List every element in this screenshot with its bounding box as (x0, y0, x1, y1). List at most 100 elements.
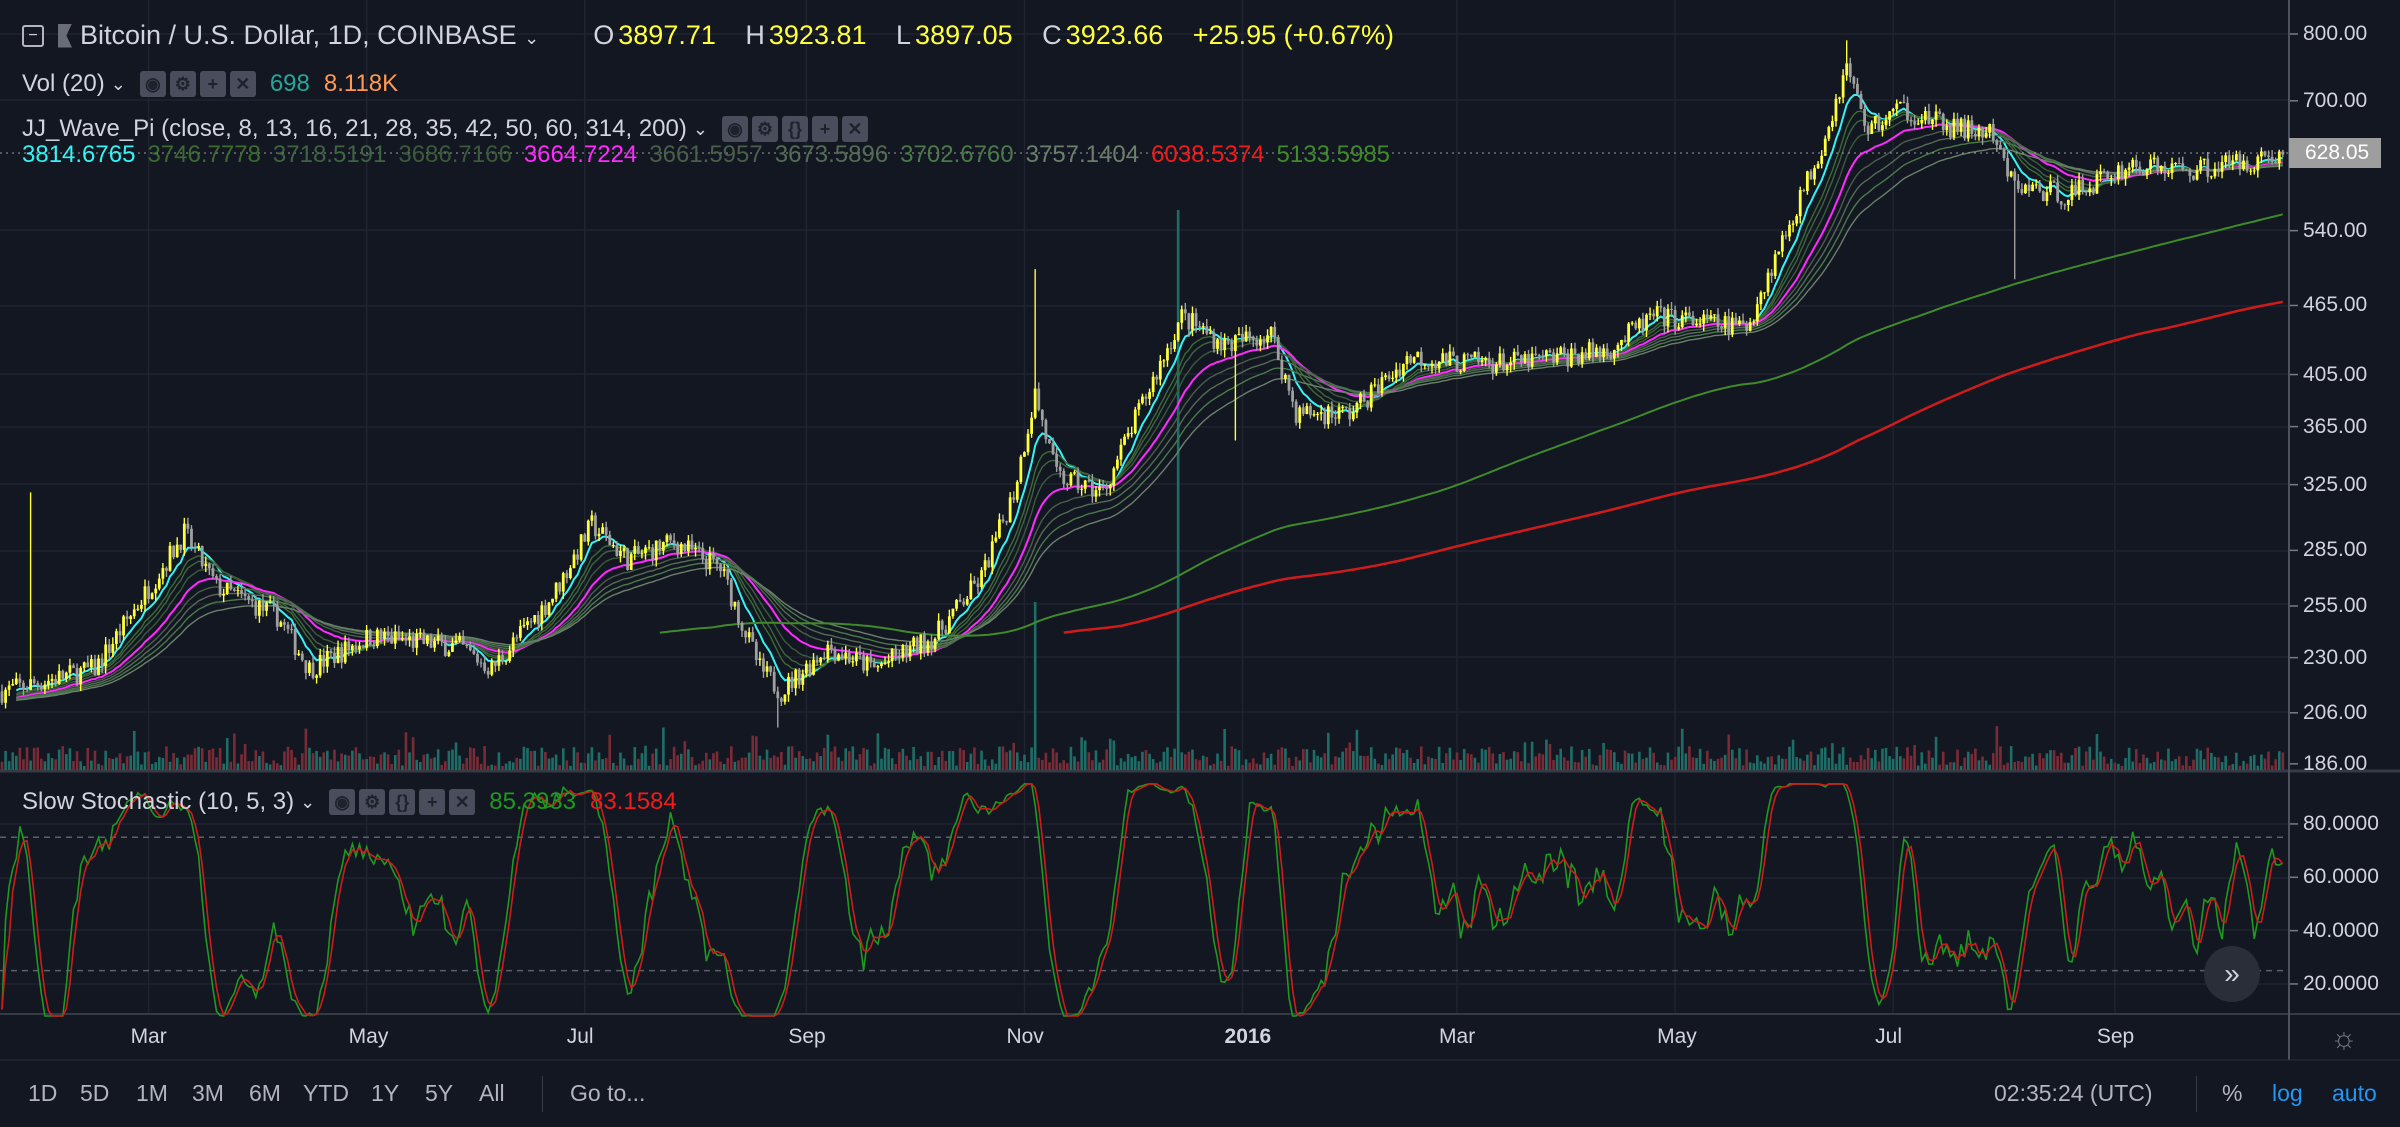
volume-bar (2067, 762, 2070, 770)
candle-body (1369, 384, 1373, 408)
eye-icon[interactable]: ◉ (329, 789, 356, 815)
volume-bar (544, 752, 547, 770)
candle-body (2256, 156, 2260, 171)
auto-toggle[interactable]: auto (2332, 1080, 2377, 1106)
volume-bar (1981, 756, 1984, 770)
chevron-down-icon[interactable]: ⌄ (110, 73, 126, 94)
volume-bar (1162, 751, 1166, 770)
flag-icon[interactable] (58, 23, 72, 48)
volume-bar (894, 764, 898, 770)
volume-bar (1677, 746, 1680, 770)
stochastic-label[interactable]: Slow Stochastic (10, 5, 3) (22, 788, 295, 815)
range-3m[interactable]: 3M (192, 1080, 224, 1106)
candle-body (1705, 314, 1709, 319)
candle-body (2167, 173, 2170, 175)
wave-indicator-label[interactable]: JJ_Wave_Pi (close, 8, 13, 16, 21, 28, 35… (22, 115, 687, 142)
eye-icon[interactable]: ◉ (721, 116, 748, 142)
volume-bar (322, 752, 326, 770)
double-chevron-right-icon: » (2224, 958, 2240, 989)
volume-label[interactable]: Vol (20) (22, 70, 105, 97)
chevron-down-icon[interactable]: ⌄ (300, 791, 316, 812)
go-to-date-button[interactable]: Go to... (570, 1080, 646, 1106)
volume-bar (1051, 748, 1055, 770)
candle-body (1348, 408, 1352, 420)
candle-body (1216, 339, 1219, 349)
volume-bar (1752, 763, 1756, 770)
candle-body (554, 582, 558, 599)
gear-icon[interactable]: ⚙ (169, 71, 196, 97)
candle-body (4, 689, 7, 703)
volume-bar (1816, 754, 1820, 770)
symbol-title[interactable]: Bitcoin / U.S. Dollar, 1D, COINBASE ⌄ (80, 20, 539, 51)
chevron-down-icon[interactable]: ⌄ (692, 118, 708, 139)
volume-bar (1427, 756, 1430, 770)
volume-bar (1731, 749, 1734, 770)
range-1y[interactable]: 1Y (371, 1080, 400, 1106)
stochastic-controls: ◉ ⚙{} + ✕ (329, 789, 476, 815)
candle-body (89, 659, 93, 668)
range-5d[interactable]: 5D (80, 1080, 110, 1106)
candle-body (1895, 103, 1899, 110)
candle-body (1484, 358, 1488, 361)
candle-body (672, 540, 676, 544)
volume-bar (1327, 732, 1330, 770)
candle-body (1820, 155, 1824, 164)
volume-bar (665, 765, 669, 770)
candle-body (2142, 171, 2145, 176)
candle-body (333, 652, 336, 663)
volume-bar (183, 757, 186, 770)
volume-bar (1452, 759, 1455, 770)
volume-bar (1698, 748, 1702, 770)
range-6m[interactable]: 6M (249, 1080, 281, 1106)
close-icon[interactable]: ✕ (229, 71, 256, 97)
range-1d[interactable]: 1D (28, 1080, 58, 1106)
candle-body (2202, 158, 2206, 161)
close-icon[interactable]: ✕ (841, 116, 868, 142)
candle-body (1148, 392, 1151, 399)
plus-icon[interactable]: + (419, 789, 446, 815)
candle-body (1023, 452, 1026, 457)
close-icon[interactable]: ✕ (449, 789, 476, 815)
stochastic-d-line (1, 783, 2284, 1017)
plus-icon[interactable]: + (811, 116, 838, 142)
candle-body (1248, 331, 1252, 337)
volume-bar (633, 747, 637, 770)
volume-bar (1788, 746, 1791, 770)
source-code-icon[interactable]: {} (389, 789, 416, 815)
volume-bar (572, 747, 576, 770)
volume-bar (2099, 751, 2102, 770)
chevron-down-icon[interactable]: ⌄ (524, 28, 540, 48)
candle-body (1019, 456, 1023, 482)
gear-icon[interactable]: ⚙ (359, 789, 386, 815)
candle-body (1630, 322, 1634, 324)
scroll-to-realtime-button[interactable]: » (2204, 946, 2260, 1002)
minus-square-icon[interactable]: − (22, 24, 44, 47)
log-toggle[interactable]: log (2272, 1080, 2303, 1106)
source-code-icon[interactable]: {} (781, 116, 808, 142)
volume-bar (1269, 753, 1273, 770)
candle-body (1970, 120, 1974, 134)
volume-bar (676, 755, 679, 770)
clock[interactable]: 02:35:24 (UTC) (1994, 1080, 2153, 1106)
candle-body (1166, 348, 1169, 361)
range-5y[interactable]: 5Y (425, 1080, 454, 1106)
volume-bar (722, 764, 726, 770)
percent-toggle[interactable]: % (2222, 1080, 2243, 1106)
candle-body (1991, 123, 1995, 141)
candle-body (694, 547, 697, 550)
candle-body (1198, 326, 1202, 328)
range-1m[interactable]: 1M (136, 1080, 168, 1106)
settings-sun-icon[interactable]: ☼ (2330, 1022, 2358, 1055)
volume-bar (390, 763, 393, 770)
candle-body (497, 655, 501, 666)
candle-body (2120, 165, 2124, 179)
gear-icon[interactable]: ⚙ (751, 116, 778, 142)
plus-icon[interactable]: + (199, 71, 226, 97)
range-ytd[interactable]: YTD (303, 1080, 349, 1106)
eye-icon[interactable]: ◉ (139, 71, 166, 97)
candle-body (980, 570, 983, 588)
volume-bar (132, 730, 136, 770)
range-all[interactable]: All (479, 1080, 505, 1106)
candle-body (22, 682, 25, 690)
